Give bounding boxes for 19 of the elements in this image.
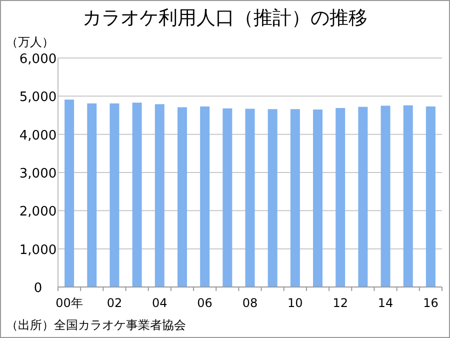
x-tick-label: 14 [378,296,394,310]
y-axis-title: （万人） [6,35,54,49]
y-tick-label: 3,000 [19,166,57,182]
y-tick-label: 0 [34,281,42,296]
x-tick-label: 08 [242,296,258,310]
x-tick-label: 10 [288,296,303,310]
text: （出所）全国カラオケ事業者協会 [6,318,186,332]
y-tick-label: 5,000 [19,90,57,106]
x-tick-label: 12 [332,296,348,310]
x-tick-label: 06 [197,296,212,310]
y-tick-label: 4,000 [19,128,57,144]
x-tick-label: 00年 [56,296,83,310]
x-tick-label: 04 [152,296,168,310]
x-tick-label: 02 [106,296,122,310]
y-tick-label: 6,000 [19,52,57,67]
y-tick-label: 1,000 [19,242,57,258]
x-tick-label: 16 [423,296,438,310]
chart-title: カラオケ利用人口（推計）の推移 [82,7,368,29]
y-tick-label: 2,000 [19,204,57,220]
